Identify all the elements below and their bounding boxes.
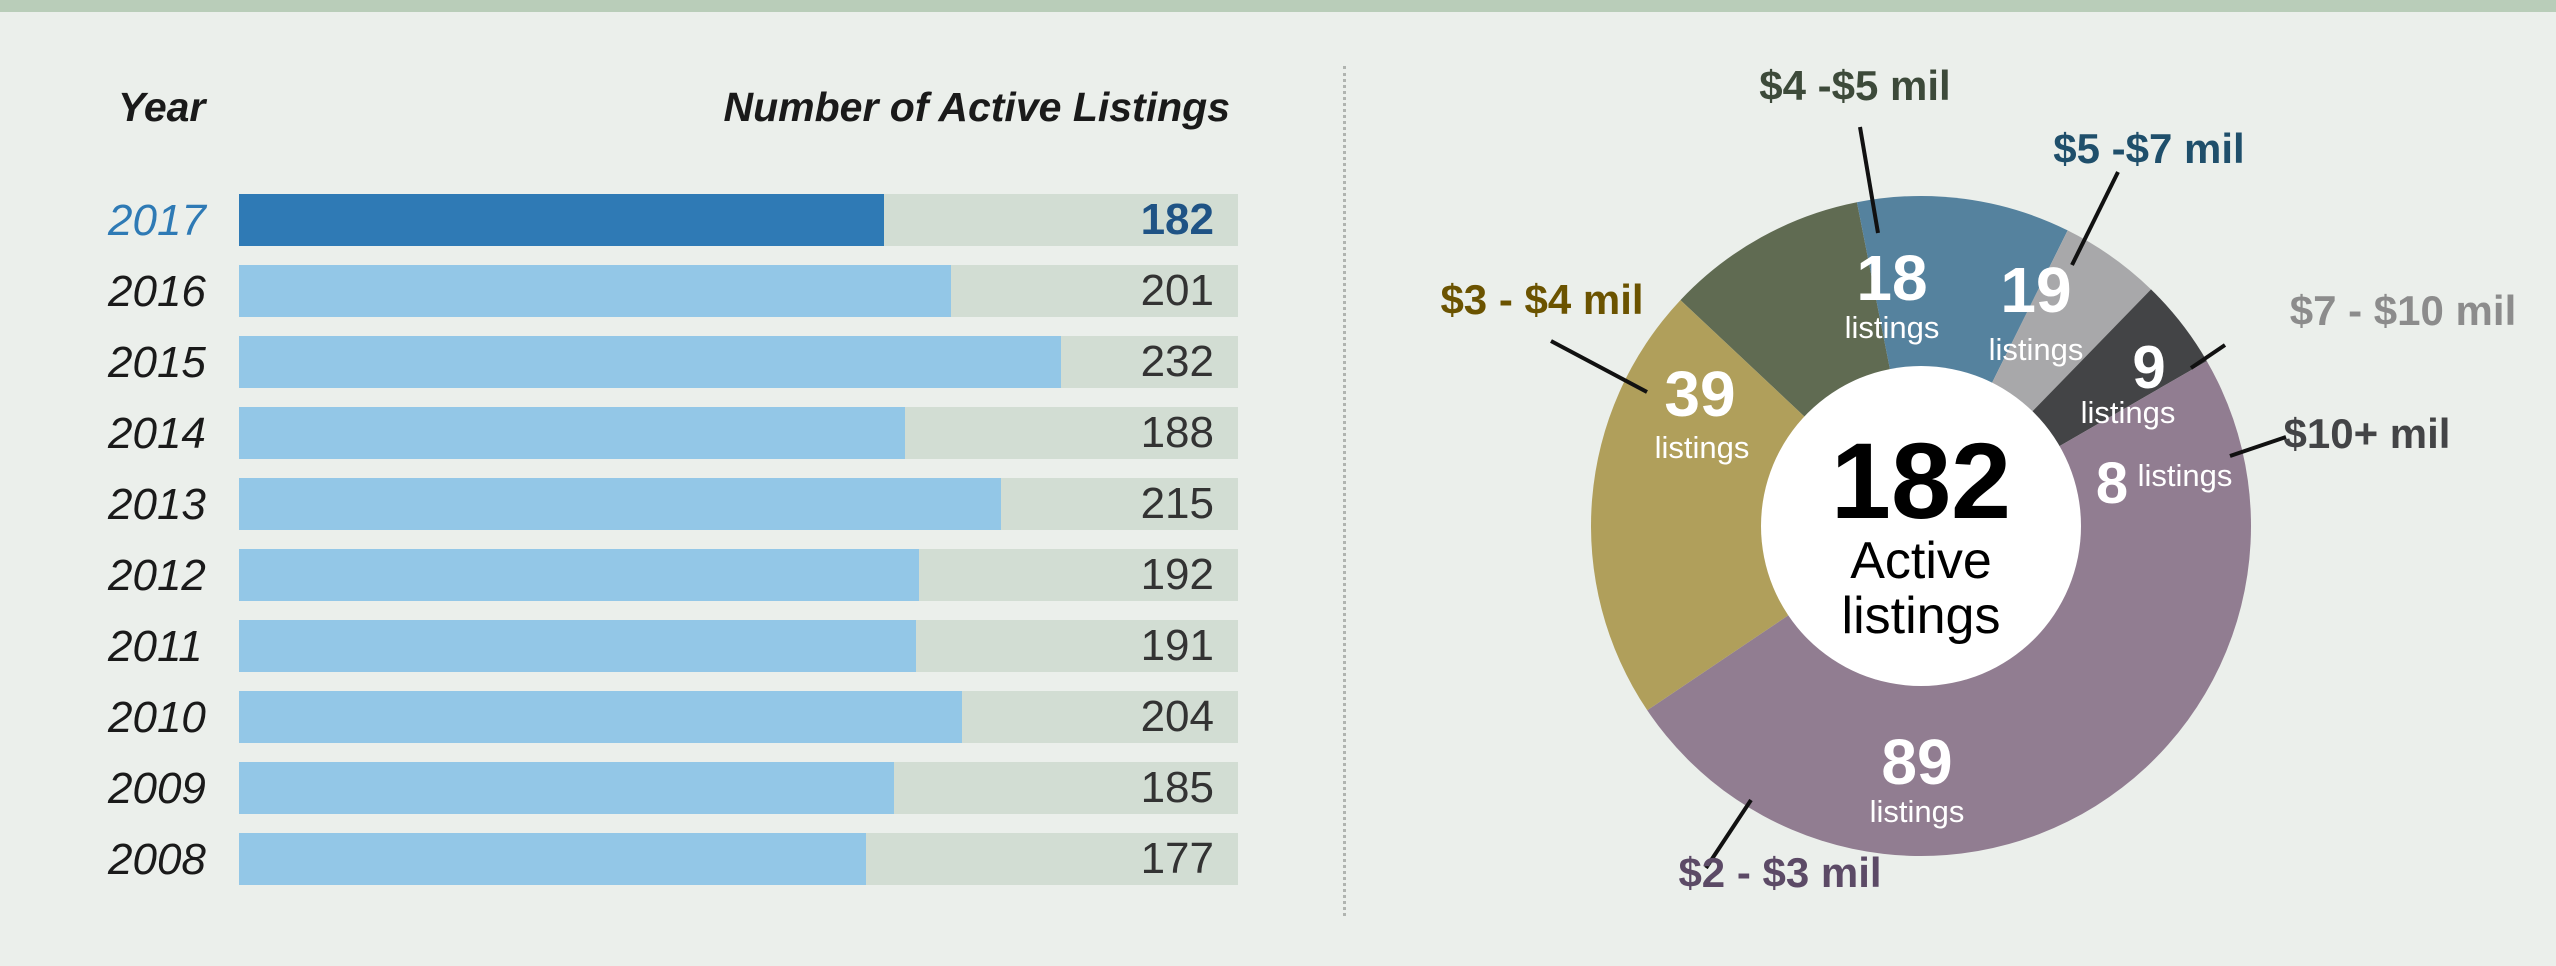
year-label: 2009: [108, 764, 206, 813]
bar-value-label: 215: [1140, 479, 1214, 528]
bar: [239, 833, 867, 885]
bar-row-2009: 2009 185: [0, 762, 1250, 816]
leader-line: [2070, 171, 2120, 266]
year-label: 2017: [108, 196, 206, 245]
bar-row-2017: 2017 182: [0, 194, 1250, 248]
year-label: 2011: [108, 622, 203, 671]
leader-line: [2229, 435, 2287, 458]
slice-unit-label: listings: [1870, 794, 1965, 829]
center-total-value: 182: [1831, 420, 2011, 541]
slice-unit-label: listings: [1655, 430, 1750, 465]
bar-row-2010: 2010 204: [0, 691, 1250, 745]
bar-track: 204: [239, 691, 1238, 743]
bar-value-label: 191: [1140, 621, 1214, 670]
year-label: 2016: [108, 267, 206, 316]
bar: [239, 762, 895, 814]
donut-hole: [1761, 366, 2081, 686]
bar-track: 185: [239, 762, 1238, 814]
leader-line: [1550, 339, 1648, 394]
slice-count-label: 8: [2096, 451, 2128, 516]
bar-track: 177: [239, 833, 1238, 885]
year-label: 2012: [108, 551, 206, 600]
slice-count-label: 9: [2132, 334, 2165, 401]
donut-slice: [1590, 300, 1921, 711]
bar-value-label: 188: [1140, 408, 1214, 457]
bar: [239, 336, 1061, 388]
bar-track: 188: [239, 407, 1238, 459]
slice-unit-label: listings: [1989, 332, 2084, 367]
bar-row-2016: 2016 201: [0, 265, 1250, 319]
bar-value-label: 177: [1140, 834, 1214, 883]
leader-line: [1704, 798, 1753, 870]
slice-category-label: $10+ mil: [2284, 410, 2451, 457]
slice-category-label: $5 -$7 mil: [2053, 125, 2244, 172]
slice-category-label: $2 - $3 mil: [1678, 849, 1881, 896]
bar: [239, 407, 905, 459]
slice-count-label: 18: [1856, 242, 1927, 314]
bar-value-label: 232: [1140, 337, 1214, 386]
bar-row-2015: 2015 232: [0, 336, 1250, 390]
bar-track: 192: [239, 549, 1238, 601]
bar-value-label: 192: [1140, 550, 1214, 599]
year-label: 2014: [108, 409, 206, 458]
year-label: 2010: [108, 693, 206, 742]
leader-line: [2189, 343, 2227, 370]
year-label: 2015: [108, 338, 206, 387]
listings-column-header: Number of Active Listings: [723, 84, 1231, 130]
year-label: 2013: [108, 480, 206, 529]
bar-row-2013: 2013 215: [0, 478, 1250, 532]
bar-track: 191: [239, 620, 1238, 672]
bar-value-label: 204: [1140, 692, 1214, 741]
slice-unit-label: listings: [1845, 310, 1940, 345]
bar: [239, 194, 884, 246]
bar-value-label: 201: [1140, 266, 1214, 315]
bar-row-2014: 2014 188: [0, 407, 1250, 461]
center-caption-line: Active: [1850, 532, 1992, 590]
year-label: 2008: [108, 835, 206, 884]
bar-row-2012: 2012 192: [0, 549, 1250, 603]
top-accent-bar: [0, 0, 2556, 12]
bar-track: 182: [239, 194, 1238, 246]
bar-value-label: 185: [1140, 763, 1214, 812]
bar-track: 232: [239, 336, 1238, 388]
year-column-header: Year: [118, 84, 206, 130]
slice-count-label: 19: [2000, 254, 2071, 326]
section-divider: [1343, 66, 1346, 916]
center-caption-line: listings: [1842, 587, 2001, 645]
slice-category-label: $7 - $10 mil: [2290, 287, 2516, 334]
bar-track: 201: [239, 265, 1238, 317]
slice-category-label: $4 -$5 mil: [1759, 62, 1950, 109]
bar-value-label: 182: [1140, 195, 1214, 244]
leader-line: [1858, 126, 1880, 234]
bar: [239, 265, 952, 317]
bar: [239, 478, 1001, 530]
bar-row-2011: 2011 191: [0, 620, 1250, 674]
bar: [239, 691, 962, 743]
bar-track: 215: [239, 478, 1238, 530]
bar-row-2008: 2008 177: [0, 833, 1250, 887]
slice-unit-label: listings: [2081, 395, 2176, 430]
bar: [239, 620, 916, 672]
slice-count-label: 89: [1881, 726, 1952, 798]
slice-unit-label: listings: [2138, 458, 2233, 493]
bar: [239, 549, 920, 601]
slice-count-label: 39: [1664, 358, 1735, 430]
slice-category-label: $3 - $4 mil: [1440, 276, 1643, 323]
